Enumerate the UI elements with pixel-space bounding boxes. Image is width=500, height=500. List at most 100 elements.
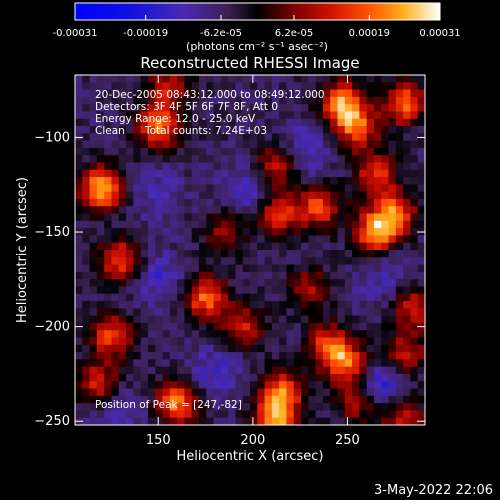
heatmap-cell	[373, 191, 382, 200]
heatmap-cell	[177, 279, 185, 287]
heatmap-cell	[359, 322, 368, 331]
heatmap-cell	[206, 96, 215, 105]
heatmap-cell	[352, 337, 360, 346]
heatmap-cell	[315, 264, 324, 273]
heatmap-cell	[140, 359, 149, 368]
heatmap-cell	[220, 293, 229, 302]
heatmap-cell	[213, 235, 222, 244]
chart-title: Reconstructed RHESSI Image	[140, 54, 359, 72]
heatmap-cell	[169, 213, 178, 222]
heatmap-cell	[96, 147, 105, 156]
heatmap-cell	[228, 417, 236, 425]
heatmap-cell	[330, 75, 338, 83]
heatmap-cell	[177, 220, 185, 229]
heatmap-cell	[140, 228, 149, 236]
heatmap-cell	[162, 96, 171, 105]
heatmap-cell	[228, 359, 236, 368]
heatmap-cell	[352, 301, 360, 309]
heatmap-cell	[162, 82, 171, 91]
heatmap-cell	[250, 191, 258, 200]
heatmap-cell	[293, 403, 302, 411]
heatmap-cell	[315, 213, 324, 222]
heatmap-cell	[126, 89, 134, 98]
heatmap-cell	[359, 395, 368, 404]
heatmap-cell	[82, 169, 91, 178]
heatmap-cell	[147, 308, 156, 317]
heatmap-cell	[352, 169, 360, 178]
heatmap-cell	[286, 322, 295, 331]
heatmap-cell	[271, 257, 280, 266]
heatmap-cell	[410, 155, 419, 163]
heatmap-cell	[337, 220, 346, 229]
heatmap-cell	[177, 395, 185, 404]
heatmap-cell	[177, 155, 185, 163]
heatmap-cell	[155, 133, 163, 142]
heatmap-cell	[271, 147, 280, 156]
heatmap-cell	[417, 213, 425, 222]
heatmap-cell	[373, 235, 382, 244]
heatmap-cell	[257, 96, 266, 105]
heatmap-cell	[388, 271, 397, 280]
heatmap-cell	[104, 366, 112, 375]
heatmap-cell	[257, 286, 266, 295]
heatmap-cell	[250, 308, 258, 317]
heatmap-cell	[301, 133, 309, 142]
heatmap-cell	[82, 410, 91, 419]
heatmap-cell	[111, 82, 120, 91]
heatmap-cell	[388, 410, 397, 419]
heatmap-cell	[118, 257, 127, 266]
heatmap-cell	[177, 228, 185, 236]
heatmap-cell	[264, 330, 273, 338]
heatmap-cell	[206, 111, 215, 120]
colorbar-tick-label: -0.00031	[53, 28, 98, 39]
colorbar-tick-label: 0.00031	[419, 28, 460, 39]
heatmap-cell	[96, 279, 105, 287]
heatmap-cell	[118, 381, 127, 390]
heatmap-cell	[118, 96, 127, 105]
heatmap-cell	[257, 366, 266, 375]
heatmap-cell	[381, 213, 390, 222]
heatmap-cell	[198, 330, 207, 338]
heatmap-cell	[395, 155, 404, 163]
heatmap-cell	[250, 220, 258, 229]
heatmap-cell	[111, 257, 120, 266]
heatmap-cell	[147, 330, 156, 338]
heatmap-cell	[140, 264, 149, 273]
heatmap-cell	[373, 410, 382, 419]
heatmap-cell	[279, 337, 287, 346]
heatmap-cell	[206, 271, 215, 280]
heatmap-cell	[417, 89, 425, 98]
heatmap-cell	[330, 118, 338, 127]
heatmap-cell	[286, 220, 295, 229]
heatmap-cell	[177, 301, 185, 309]
heatmap-cell	[286, 417, 295, 425]
heatmap-cell	[286, 75, 295, 83]
heatmap-cell	[96, 315, 105, 324]
heatmap-cell	[220, 198, 229, 207]
heatmap-cell	[271, 118, 280, 127]
heatmap-cell	[133, 264, 142, 273]
y-tick-label: −150	[34, 225, 70, 240]
heatmap-cell	[271, 271, 280, 280]
heatmap-cell	[250, 301, 258, 309]
heatmap-cell	[89, 169, 98, 178]
heatmap-cell	[242, 155, 251, 163]
heatmap-cell	[388, 242, 397, 251]
heatmap-cell	[104, 111, 112, 120]
heatmap-cell	[184, 96, 193, 105]
heatmap-cell	[177, 184, 185, 193]
heatmap-cell	[162, 89, 171, 98]
heatmap-cell	[104, 257, 112, 266]
heatmap-cell	[191, 257, 200, 266]
heatmap-cell	[410, 373, 419, 382]
heatmap-cell	[140, 140, 149, 149]
heatmap-cell	[89, 301, 98, 309]
heatmap-cell	[344, 344, 353, 353]
heatmap-cell	[242, 104, 251, 112]
heatmap-cell	[104, 264, 112, 273]
heatmap-cell	[257, 359, 266, 368]
heatmap-cell	[242, 315, 251, 324]
heatmap-cell	[111, 308, 120, 317]
heatmap-cell	[322, 198, 331, 207]
heatmap-cell	[279, 264, 287, 273]
